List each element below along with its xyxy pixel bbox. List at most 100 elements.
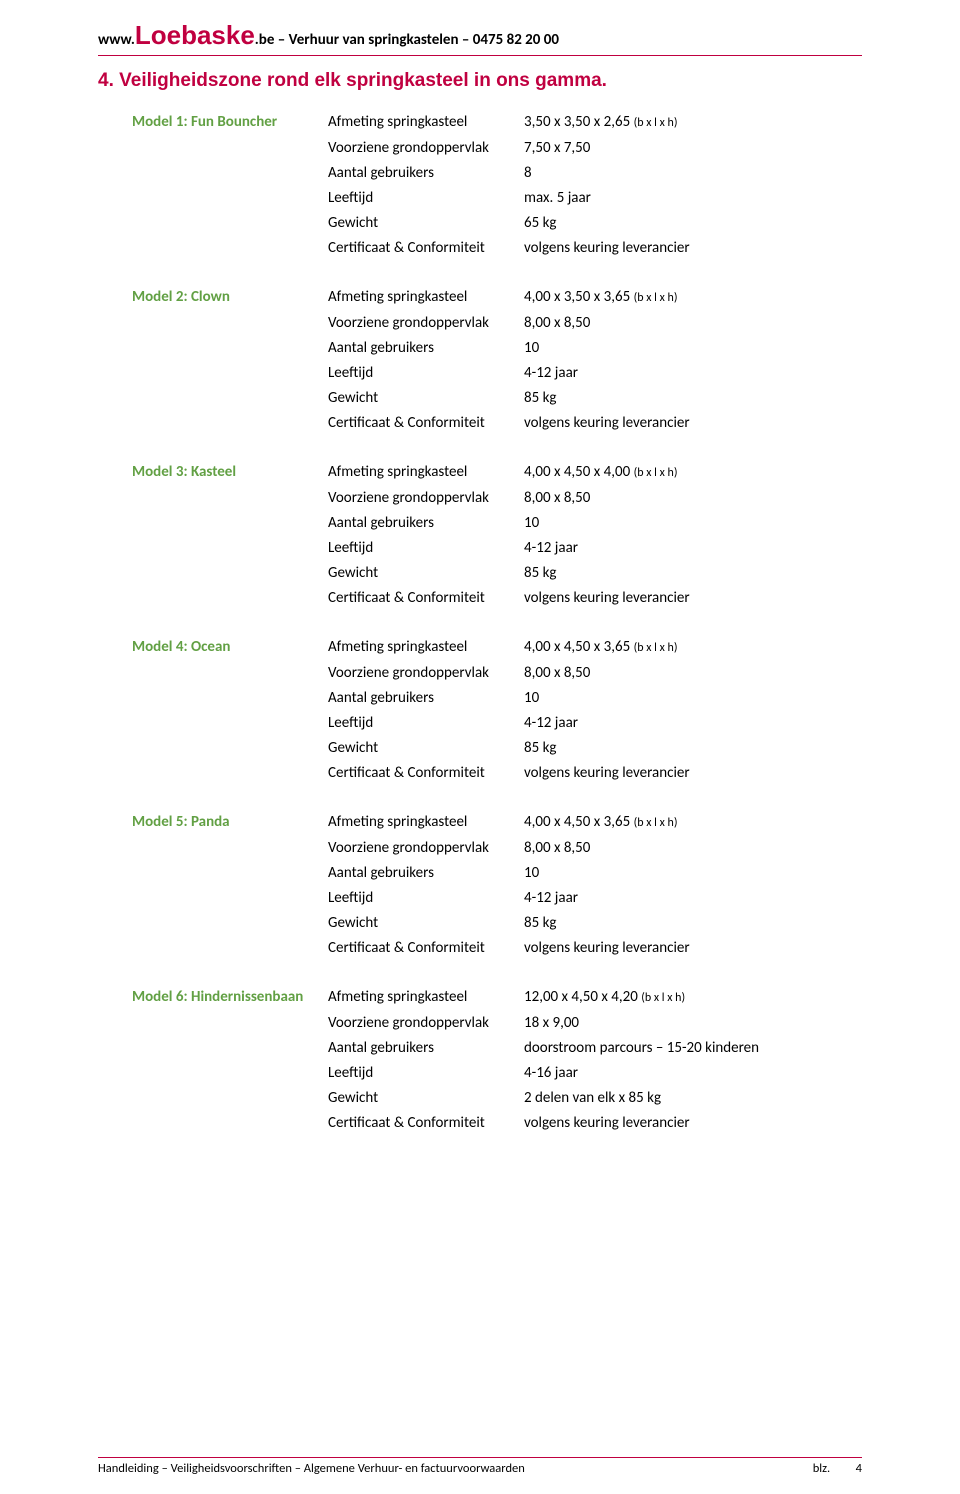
spec-value: 8,00 x 8,50 <box>524 311 862 336</box>
spec-value: 4,00 x 4,50 x 4,00 (b x l x h) <box>524 460 862 486</box>
spec-row: Model 6: HindernissenbaanAfmeting spring… <box>132 985 862 1011</box>
spec-label: Gewicht <box>328 1086 524 1111</box>
spec-value: 2 delen van elk x 85 kg <box>524 1086 862 1111</box>
spec-label: Leeftijd <box>328 186 524 211</box>
model-name <box>132 686 328 711</box>
spec-row: Voorziene grondoppervlak18 x 9,00 <box>132 1011 862 1036</box>
spec-row: Leeftijdmax. 5 jaar <box>132 186 862 211</box>
model-block: Model 1: Fun BouncherAfmeting springkast… <box>132 110 862 261</box>
model-name <box>132 1011 328 1036</box>
spec-label: Aantal gebruikers <box>328 336 524 361</box>
spec-label: Afmeting springkasteel <box>328 460 524 486</box>
header-rule <box>98 55 862 56</box>
model-name <box>132 236 328 261</box>
footer-page-number: 4 <box>856 1461 862 1476</box>
spec-value: 4-12 jaar <box>524 886 862 911</box>
model-name <box>132 586 328 611</box>
spec-value: volgens keuring leverancier <box>524 936 862 961</box>
spec-label: Afmeting springkasteel <box>328 810 524 836</box>
spec-row: Aantal gebruikersdoorstroom parcours – 1… <box>132 1036 862 1061</box>
model-name <box>132 561 328 586</box>
spec-value: 4-12 jaar <box>524 536 862 561</box>
spec-row: Aantal gebruikers10 <box>132 336 862 361</box>
spec-row: Aantal gebruikers10 <box>132 511 862 536</box>
spec-label: Certificaat & Conformiteit <box>328 761 524 786</box>
spec-value: 4,00 x 4,50 x 3,65 (b x l x h) <box>524 635 862 661</box>
spec-value: 8 <box>524 161 862 186</box>
footer-left-text: Handleiding – Veiligheidsvoorschriften –… <box>98 1461 525 1476</box>
spec-row: Leeftijd4-12 jaar <box>132 886 862 911</box>
spec-value-main: 3,50 x 3,50 x 2,65 <box>524 113 634 131</box>
spec-value-main: 4,00 x 4,50 x 4,00 <box>524 463 634 481</box>
spec-dim-suffix: (b x l x h) <box>634 291 678 305</box>
model-name <box>132 311 328 336</box>
spec-label: Certificaat & Conformiteit <box>328 586 524 611</box>
model-name <box>132 536 328 561</box>
spec-label: Gewicht <box>328 736 524 761</box>
spec-value: 85 kg <box>524 736 862 761</box>
spec-value-main: 12,00 x 4,50 x 4,20 <box>524 988 641 1006</box>
spec-row: Gewicht85 kg <box>132 736 862 761</box>
site-logo: Loebaske <box>135 20 255 50</box>
model-name: Model 2: Clown <box>132 285 328 311</box>
spec-label: Voorziene grondoppervlak <box>328 836 524 861</box>
model-block: Model 3: KasteelAfmeting springkasteel4,… <box>132 460 862 611</box>
models-list: Model 1: Fun BouncherAfmeting springkast… <box>98 110 862 1136</box>
model-name <box>132 336 328 361</box>
model-name <box>132 486 328 511</box>
section-number: 4. <box>98 70 114 91</box>
spec-row: Certificaat & Conformiteitvolgens keurin… <box>132 586 862 611</box>
spec-label: Voorziene grondoppervlak <box>328 1011 524 1036</box>
model-name: Model 3: Kasteel <box>132 460 328 486</box>
spec-dim-suffix: (b x l x h) <box>634 641 678 655</box>
spec-value: 8,00 x 8,50 <box>524 486 862 511</box>
spec-value-main: 4,00 x 4,50 x 3,65 <box>524 813 634 831</box>
spec-row: Certificaat & Conformiteitvolgens keurin… <box>132 236 862 261</box>
spec-row: Certificaat & Conformiteitvolgens keurin… <box>132 1111 862 1136</box>
model-name <box>132 161 328 186</box>
footer-rule <box>98 1457 862 1458</box>
spec-label: Voorziene grondoppervlak <box>328 311 524 336</box>
spec-value: max. 5 jaar <box>524 186 862 211</box>
spec-value: volgens keuring leverancier <box>524 761 862 786</box>
spec-label: Afmeting springkasteel <box>328 985 524 1011</box>
spec-value: 85 kg <box>524 911 862 936</box>
model-name <box>132 511 328 536</box>
section-title-text: Veiligheidszone rond elk springkasteel i… <box>119 70 607 91</box>
model-name <box>132 661 328 686</box>
spec-label: Leeftijd <box>328 536 524 561</box>
spec-label: Afmeting springkasteel <box>328 110 524 136</box>
spec-row: Leeftijd4-12 jaar <box>132 361 862 386</box>
spec-value: 4,00 x 4,50 x 3,65 (b x l x h) <box>524 810 862 836</box>
spec-label: Certificaat & Conformiteit <box>328 1111 524 1136</box>
model-name <box>132 411 328 436</box>
model-block: Model 2: ClownAfmeting springkasteel4,00… <box>132 285 862 436</box>
spec-value: 4-12 jaar <box>524 711 862 736</box>
spec-value: 10 <box>524 861 862 886</box>
model-name <box>132 936 328 961</box>
model-name <box>132 736 328 761</box>
spec-row: Gewicht2 delen van elk x 85 kg <box>132 1086 862 1111</box>
spec-label: Aantal gebruikers <box>328 1036 524 1061</box>
model-name <box>132 761 328 786</box>
spec-row: Leeftijd4-12 jaar <box>132 536 862 561</box>
model-block: Model 6: HindernissenbaanAfmeting spring… <box>132 985 862 1136</box>
spec-row: Voorziene grondoppervlak8,00 x 8,50 <box>132 836 862 861</box>
page-header: www.Loebaske.be – Verhuur van springkast… <box>98 20 862 51</box>
spec-value: 12,00 x 4,50 x 4,20 (b x l x h) <box>524 985 862 1011</box>
spec-row: Aantal gebruikers10 <box>132 861 862 886</box>
spec-dim-suffix: (b x l x h) <box>641 991 685 1005</box>
spec-value: doorstroom parcours – 15-20 kinderen <box>524 1036 862 1061</box>
spec-row: Voorziene grondoppervlak8,00 x 8,50 <box>132 311 862 336</box>
spec-dim-suffix: (b x l x h) <box>634 466 678 480</box>
footer-right: blz. 4 <box>813 1461 862 1476</box>
spec-label: Leeftijd <box>328 1061 524 1086</box>
model-name: Model 6: Hindernissenbaan <box>132 985 328 1011</box>
model-name <box>132 1111 328 1136</box>
spec-value: volgens keuring leverancier <box>524 411 862 436</box>
model-name <box>132 136 328 161</box>
model-name <box>132 1061 328 1086</box>
model-name <box>132 211 328 236</box>
spec-label: Leeftijd <box>328 361 524 386</box>
spec-label: Gewicht <box>328 211 524 236</box>
